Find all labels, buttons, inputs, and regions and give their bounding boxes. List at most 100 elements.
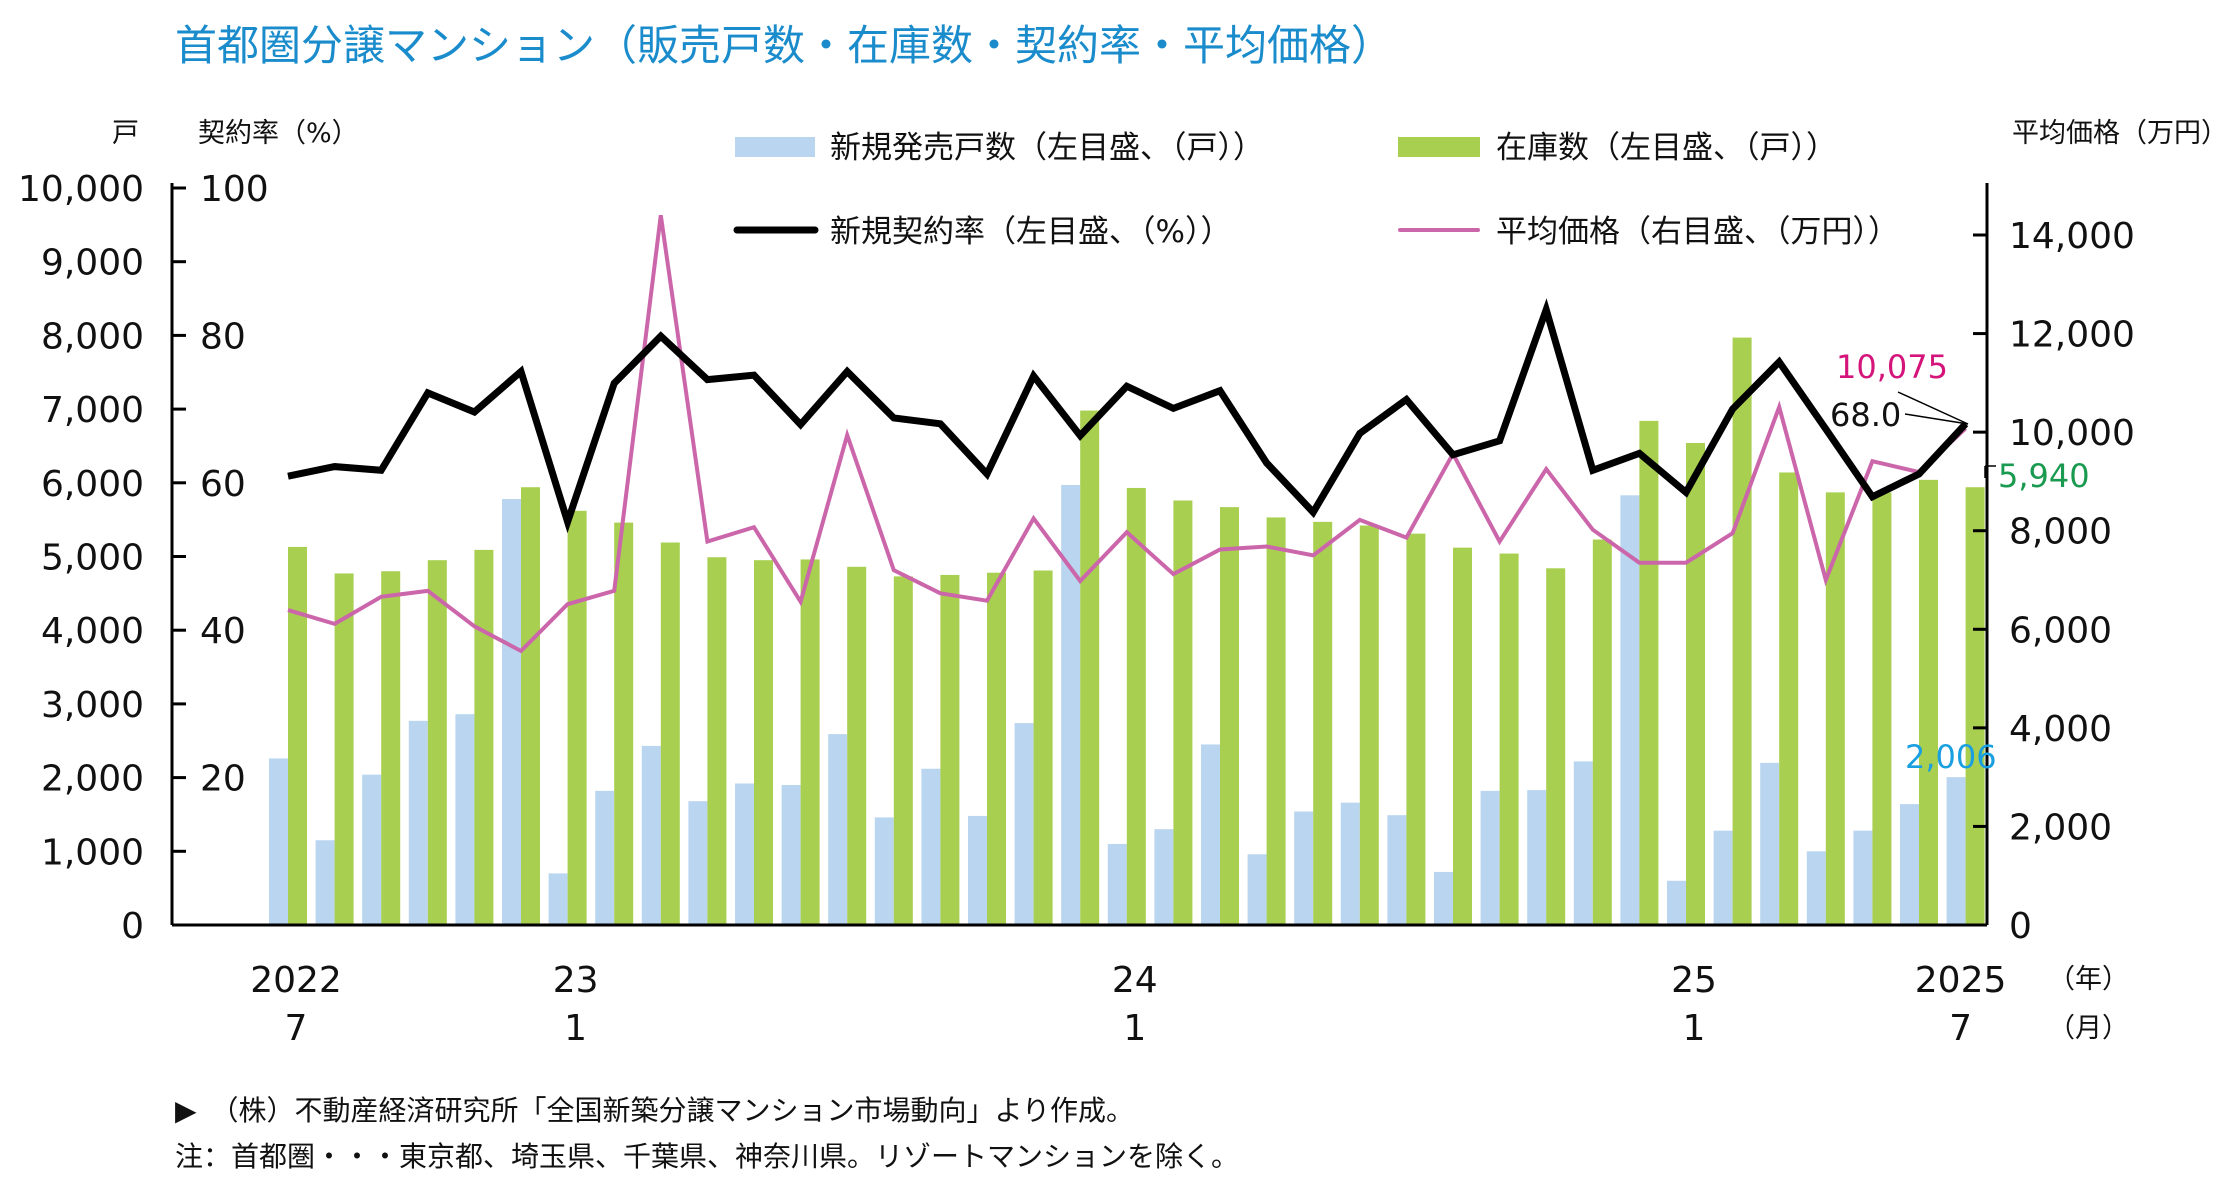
- left-tick-label: 2,000: [41, 759, 144, 800]
- annotation-bracket-inventory: [1984, 465, 1996, 478]
- x-month-label: 7: [1949, 1008, 1972, 1049]
- bar-inventory: [334, 573, 354, 925]
- bar-inventory: [893, 576, 913, 925]
- bar-inventory: [427, 560, 447, 925]
- right-tick-label: 0: [2009, 906, 2032, 947]
- footnote-note: 注：首都圏・・・東京都、埼玉県、千葉県、神奈川県。リゾートマンションを除く。: [175, 1140, 1239, 1173]
- left-axis-unit: 戸: [112, 118, 139, 149]
- right-tick-label: 12,000: [2009, 315, 2135, 356]
- right-tick-label: 10,000: [2009, 413, 2135, 454]
- x-month-label: 1: [564, 1008, 587, 1049]
- bar-new-sales: [1154, 829, 1174, 925]
- rate-axis-unit: 契約率（%）: [198, 118, 359, 149]
- bar-inventory: [1080, 410, 1100, 926]
- right-tick-label: 4,000: [2009, 709, 2112, 750]
- bar-inventory: [521, 487, 540, 925]
- legend-swatch-inventory: [1398, 137, 1480, 157]
- bar-inventory: [1126, 487, 1146, 925]
- bar-inventory: [800, 559, 820, 925]
- bar-inventory: [1359, 525, 1379, 925]
- x-unit-year: （年）: [2048, 964, 2129, 995]
- bar-inventory: [1872, 492, 1892, 925]
- bar-new-sales: [1527, 790, 1547, 925]
- bar-new-sales: [1061, 485, 1081, 925]
- bar-inventory: [660, 542, 680, 925]
- chart-title: 首都圏分譲マンション（販売戸数・在庫数・契約率・平均価格）: [175, 21, 1393, 70]
- left-tick-label: 5,000: [41, 538, 144, 579]
- annotation-avg-price: 10,075: [1836, 348, 1948, 386]
- bar-new-sales: [1434, 871, 1453, 925]
- bar-new-sales: [1946, 777, 1966, 925]
- bar-inventory: [1406, 533, 1426, 925]
- x-month-label: 1: [1683, 1008, 1706, 1049]
- bar-new-sales: [688, 801, 708, 925]
- footnote-source: ▶ （株）不動産経済研究所「全国新築分譲マンション市場動向」より作成。: [175, 1094, 1134, 1127]
- annotation-leader-rate: [1904, 413, 1969, 425]
- bar-new-sales: [362, 774, 382, 925]
- bar-inventory: [1825, 492, 1845, 925]
- bar-inventory: [1732, 337, 1752, 926]
- x-month-label: 1: [1123, 1008, 1146, 1049]
- legend: 新規発売戸数（左目盛、（戸）） 在庫数（左目盛、（戸）） 新規契約率（左目盛、（…: [733, 130, 1899, 250]
- annotation-new-sales: 2,006: [1905, 738, 1997, 776]
- bar-inventory: [707, 557, 727, 925]
- left-tick-label: 0: [121, 906, 144, 947]
- bar-new-sales: [1201, 744, 1220, 925]
- bar-new-sales: [1340, 802, 1360, 925]
- x-year-label: 23: [553, 960, 599, 1001]
- left-tick-label: 9,000: [41, 243, 144, 284]
- rate-tick-label: 40: [200, 611, 246, 652]
- bar-inventory: [1639, 420, 1659, 925]
- right-tick-label: 2,000: [2009, 807, 2112, 848]
- annotation-inventory: 5,940: [1998, 457, 2090, 495]
- bar-inventory: [754, 560, 773, 925]
- bar-inventory: [1779, 472, 1799, 925]
- rate-tick-label: 80: [200, 316, 246, 357]
- bar-new-sales: [1620, 495, 1640, 925]
- bar-new-sales: [1294, 811, 1314, 925]
- rate-tick-label: 20: [200, 759, 246, 800]
- left-tick-label: 6,000: [41, 464, 144, 505]
- x-year-label: 2022: [250, 960, 342, 1001]
- bar-inventory: [1919, 479, 1938, 925]
- bar-inventory: [1965, 487, 1985, 925]
- legend-label-inventory: 在庫数（左目盛、（戸））: [1496, 130, 1837, 166]
- bar-inventory: [1220, 507, 1239, 925]
- bar-new-sales: [1760, 762, 1780, 925]
- legend-label-contract-rate: 新規契約率（左目盛、（%））: [830, 214, 1231, 250]
- bar-new-sales: [548, 873, 568, 925]
- x-year-label: 24: [1112, 960, 1158, 1001]
- x-unit-month: （月）: [2048, 1013, 2129, 1044]
- bar-inventory: [381, 571, 401, 925]
- bar-inventory: [474, 549, 494, 925]
- bar-inventory: [1033, 570, 1053, 925]
- rate-tick-label: 60: [200, 464, 246, 505]
- bar-new-sales: [1667, 880, 1686, 925]
- left-tick-label: 3,000: [41, 685, 144, 726]
- bar-inventory: [1313, 521, 1333, 925]
- x-year-label: 2025: [1915, 960, 2007, 1001]
- bar-new-sales: [1247, 854, 1267, 925]
- bar-inventory: [288, 546, 307, 925]
- bar-new-sales: [408, 720, 428, 925]
- bar-new-sales: [968, 815, 987, 925]
- legend-label-avg-price: 平均価格（右目盛、（万円））: [1496, 214, 1899, 250]
- bar-inventory: [1173, 500, 1193, 925]
- x-month-label: 7: [285, 1008, 308, 1049]
- bar-inventory: [614, 522, 634, 925]
- left-tick-label: 1,000: [41, 832, 144, 873]
- bar-new-sales: [1480, 790, 1500, 925]
- bar-new-sales: [1806, 851, 1826, 925]
- bar-new-sales: [828, 734, 848, 925]
- bar-new-sales: [1014, 723, 1034, 925]
- bar-new-sales: [874, 817, 894, 925]
- bar-inventory: [1592, 539, 1612, 925]
- right-tick-label: 8,000: [2009, 512, 2112, 553]
- bar-new-sales: [781, 784, 801, 925]
- bar-new-sales: [921, 768, 941, 925]
- bar-inventory: [1546, 568, 1566, 925]
- x-year-label: 25: [1671, 960, 1717, 1001]
- annotation-leader-price: [1897, 391, 1969, 425]
- bar-new-sales: [1900, 804, 1919, 925]
